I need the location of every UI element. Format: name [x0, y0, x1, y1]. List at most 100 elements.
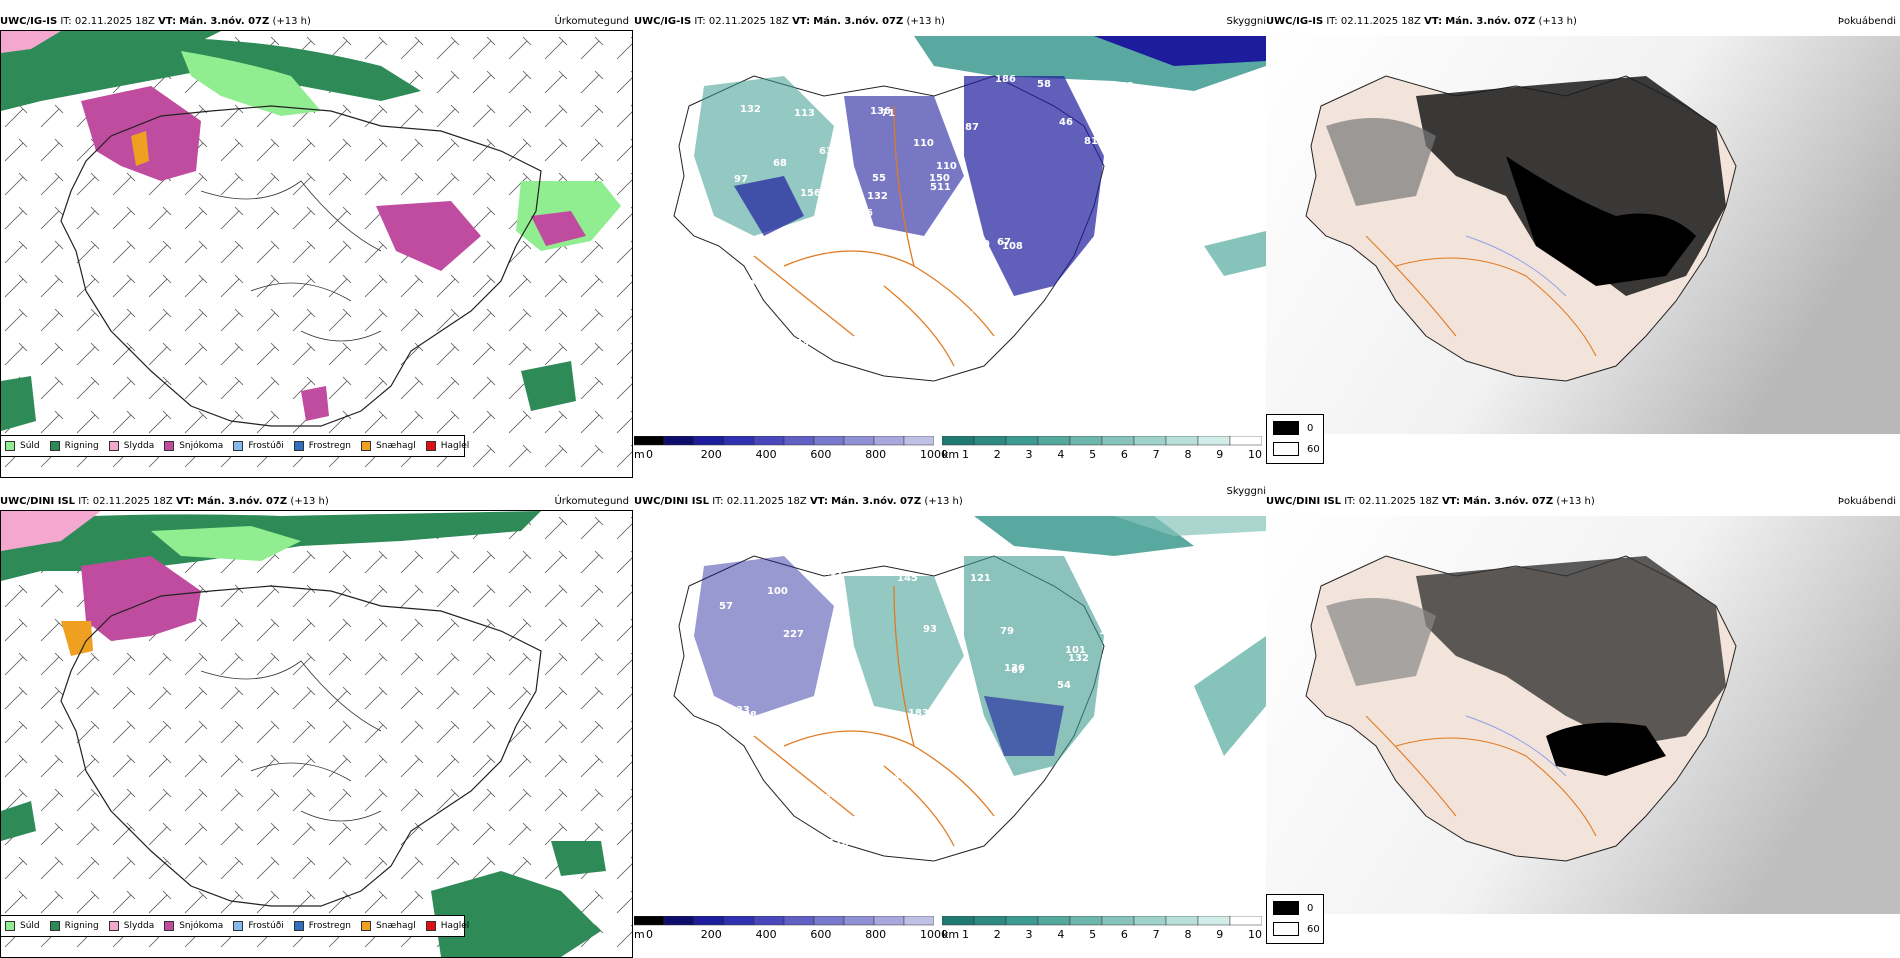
ceiling-value-label: 156	[800, 188, 821, 199]
ceiling-2-tick-800: 800	[865, 928, 887, 941]
ceiling-value-label: 58	[1037, 79, 1051, 90]
ceiling-value-label: 110	[936, 161, 957, 172]
legend-item-snjokoma: Snjókoma	[164, 441, 223, 451]
visibility-1-tick-10: 10	[1248, 448, 1262, 461]
precip-panel-2: UWC/DINI ISL IT: 02.11.2025 18Z VT: Mán.…	[0, 494, 633, 958]
ceiling-value-label: 68	[855, 821, 869, 832]
cloud-map-2[interactable]: 85 128 105 93 120 94 101 213 228 227 153 57 54 87 65 10…	[634, 516, 1266, 914]
ceiling-value-label: 65	[726, 781, 740, 792]
ceiling-1-swatch-9	[903, 436, 934, 446]
ceiling-value-label: 132	[1068, 653, 1089, 664]
visibility-2-tick-8: 8	[1184, 928, 1192, 941]
ceiling-unit-2: m	[634, 928, 645, 941]
fog-legend-item-0: 0	[1273, 901, 1313, 915]
ceiling-value-label: 122	[797, 277, 818, 288]
ceiling-value-label: 85	[1057, 777, 1071, 788]
ceiling-2-swatch-8	[873, 916, 905, 926]
ceiling-value-label: 178	[721, 349, 742, 360]
ceiling-value-label: 58	[716, 328, 730, 339]
fog-map-2[interactable]	[1266, 516, 1900, 914]
cloud-name-2: Skyggni	[1226, 486, 1266, 497]
fog-title-2: UWC/DINI ISL IT: 02.11.2025 18Z VT: Mán.…	[1266, 496, 1595, 507]
ceiling-value-label: 139	[956, 825, 977, 836]
ceiling-value-label: 68	[773, 158, 787, 169]
visibility-1-swatch-3	[1037, 436, 1071, 446]
ceiling-value-label: 88	[754, 364, 768, 375]
visibility-2-tick-2: 2	[993, 928, 1001, 941]
fog-legend-2: 0 60	[1266, 894, 1324, 944]
precip-name-1: Úrkomutegund	[554, 16, 629, 27]
visibility-unit-2: km	[942, 928, 960, 941]
ceiling-value-label: 120	[730, 816, 751, 827]
fog-legend-1: 0 60	[1266, 414, 1324, 464]
legend-item-frostregn: Frostregn	[293, 921, 351, 931]
ceiling-value-label: 183	[908, 708, 929, 719]
ceiling-2-tick-200: 200	[700, 928, 722, 941]
fog-title-1: UWC/IG-IS IT: 02.11.2025 18Z VT: Mán. 3.…	[1266, 16, 1577, 27]
ceiling-value-label: 62	[980, 255, 994, 266]
ceiling-1-swatch-8	[873, 436, 905, 446]
ceiling-value-label: 213	[824, 789, 845, 800]
ceiling-value-label: 63	[831, 144, 845, 155]
ceiling-value-label: 92	[872, 61, 886, 72]
visibility-1-tick-2: 2	[993, 448, 1001, 461]
ceiling-value-label: 74	[971, 268, 985, 279]
precip-map-2[interactable]	[0, 510, 633, 958]
ceiling-value-label: 154	[755, 347, 776, 358]
visibility-1-tick-3: 3	[1025, 448, 1033, 461]
visibility-2-tick-5: 5	[1089, 928, 1097, 941]
legend-item-snjokoma: Snjókoma	[164, 921, 223, 931]
ceiling-value-label: 96	[859, 208, 873, 219]
visibility-2-tick-4: 4	[1057, 928, 1065, 941]
precip-name-2: Úrkomutegund	[554, 496, 629, 507]
visibility-1-tick-8: 8	[1184, 448, 1192, 461]
precip-panel-1: UWC/IG-IS IT: 02.11.2025 18Z VT: Mán. 3.…	[0, 14, 633, 478]
ceiling-1-tick-0: 0	[646, 448, 653, 461]
fog-map-1[interactable]	[1266, 36, 1900, 434]
ceiling-value-label: 205	[736, 286, 757, 297]
ceiling-1-swatch-3	[723, 436, 755, 446]
ceiling-1-tick-1000: 1000	[920, 448, 948, 461]
ceiling-2-tick-0: 0	[646, 928, 653, 941]
visibility-2-tick-9: 9	[1216, 928, 1224, 941]
visibility-unit-1: km	[942, 448, 960, 461]
visibility-2-swatch-9	[1229, 916, 1262, 926]
ceiling-value-label: 79	[1000, 626, 1014, 637]
ceiling-unit-1: m	[634, 448, 645, 461]
fog-legend-item-60: 60	[1273, 442, 1320, 456]
visibility-2-tick-6: 6	[1120, 928, 1128, 941]
visibility-colorbar-1: km 1 2 3 4 5 6 7 8 9 10	[942, 436, 1262, 461]
ceiling-value-label: 121	[970, 573, 991, 584]
ceiling-value-label: 69	[867, 300, 881, 311]
visibility-1-swatch-2	[1005, 436, 1039, 446]
visibility-1-tick-9: 9	[1216, 448, 1224, 461]
precip-title-1: UWC/IG-IS IT: 02.11.2025 18Z VT: Mán. 3.…	[0, 16, 311, 27]
ceiling-1-swatch-1	[663, 436, 695, 446]
ceiling-value-label: 67	[997, 237, 1011, 248]
ceiling-2-swatch-4	[753, 916, 785, 926]
ceiling-value-label: 55	[872, 173, 886, 184]
cloud-map-1[interactable]: 110 97 103 96 87 154 136 110 90 63 58 68 71 110 108 132…	[634, 36, 1266, 434]
ceiling-value-label: 108	[1002, 241, 1023, 252]
ceiling-value-label: 132	[740, 104, 761, 115]
ceiling-value-label: 71	[881, 108, 895, 119]
cloud-title-2: UWC/DINI ISL IT: 02.11.2025 18Z VT: Mán.…	[634, 496, 963, 507]
ceiling-value-label: 139	[1041, 819, 1062, 830]
ceiling-value-label: 57	[719, 601, 733, 612]
ceiling-value-label: 511	[930, 182, 951, 193]
fog-panel-1: UWC/IG-IS IT: 02.11.2025 18Z VT: Mán. 3.…	[1266, 14, 1900, 464]
fog-panel-2: UWC/DINI ISL IT: 02.11.2025 18Z VT: Mán.…	[1266, 494, 1900, 944]
legend-item-sudd: Súld	[5, 441, 40, 451]
visibility-1-swatch-9	[1229, 436, 1262, 446]
visibility-1-swatch-5	[1101, 436, 1135, 446]
visibility-2-swatch-5	[1101, 916, 1135, 926]
ceiling-value-label: 128	[1099, 626, 1120, 637]
ceiling-1-tick-200: 200	[700, 448, 722, 461]
ceiling-value-label: 63	[819, 146, 833, 157]
visibility-1-swatch-8	[1197, 436, 1231, 446]
ceiling-value-label: 78	[960, 310, 974, 321]
precip-map-1[interactable]	[0, 30, 633, 478]
visibility-2-swatch-8	[1197, 916, 1231, 926]
visibility-1-tick-5: 5	[1089, 448, 1097, 461]
visibility-1-swatch-1	[973, 436, 1007, 446]
